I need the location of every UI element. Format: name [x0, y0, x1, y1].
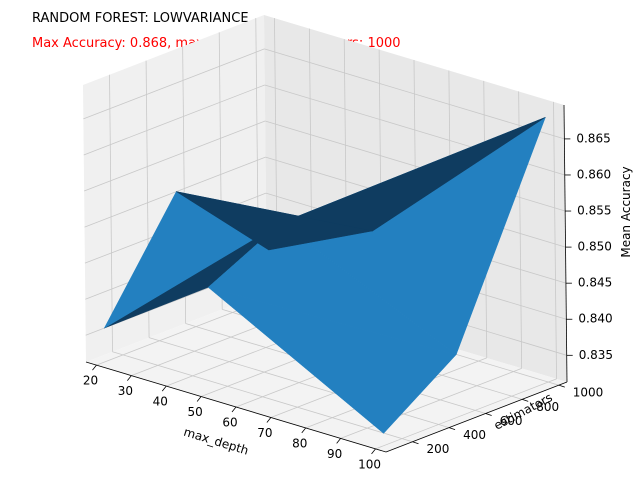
y-tick-label: 600 [500, 414, 523, 428]
grid-line-y-wall [109, 74, 113, 352]
surface [103, 116, 546, 434]
z-axis-line [563, 104, 568, 383]
y-tick-label: 1000 [573, 386, 604, 400]
x-axis-label: max_depth [182, 425, 250, 458]
y-axis: 200 400 600 800 1000 [385, 381, 604, 456]
x-tick [127, 375, 132, 381]
z-tick-label: 0.850 [578, 240, 612, 254]
z-tick-label: 0.840 [578, 312, 612, 326]
surface-facet [176, 191, 373, 251]
z-tick-label: 0.860 [577, 167, 611, 181]
z-tick-label: 0.835 [579, 348, 613, 362]
x-tick [336, 438, 341, 444]
grid-line-z-left [84, 156, 266, 228]
x-tick [301, 427, 307, 434]
grid-line-z-left [83, 84, 265, 156]
y-tick [448, 427, 456, 430]
grid-line-z-left [84, 120, 266, 192]
y-tick [522, 398, 529, 402]
x-tick [161, 385, 167, 392]
x-tick-label: 30 [118, 384, 133, 398]
x-tick [92, 364, 97, 371]
x-tick [196, 396, 202, 402]
x-axis: 20 30 40 50 60 70 80 90 100 [83, 361, 387, 471]
grid-line-x-floor [375, 378, 557, 450]
chart-title: RANDOM FOREST: LOWVARIANCE [32, 11, 249, 26]
z-axis-label: Mean Accuracy [619, 166, 633, 257]
x-tick-label: 100 [358, 457, 381, 471]
grid-line-z-left [83, 48, 265, 120]
y-tick-label: 800 [536, 400, 559, 414]
x-tick-label: 20 [83, 374, 98, 388]
y-tick [412, 441, 419, 445]
axes: 20 30 40 50 60 70 80 90 100 200 400 600 800 1000 0.8… [83, 104, 613, 471]
x-tick-label: 50 [187, 405, 202, 419]
z-axis: 0.835 0.840 0.845 0.850 0.855 0.860 0.865 [563, 104, 613, 383]
y-tick [485, 413, 492, 416]
grid-line-x-wall [553, 101, 557, 379]
y-tick [558, 384, 565, 388]
y-tick-label: 400 [463, 428, 486, 442]
y-axis-line [385, 381, 568, 453]
y-tick-label: 200 [427, 442, 450, 456]
x-tick-label: 70 [257, 426, 272, 440]
z-tick-label: 0.855 [577, 204, 611, 218]
x-tick-label: 60 [222, 416, 237, 430]
z-tick-label: 0.845 [578, 276, 612, 290]
x-tick [266, 417, 272, 423]
z-tick-label: 0.865 [576, 131, 610, 145]
grid-line-y-floor [112, 351, 413, 443]
x-tick [231, 406, 237, 413]
x-tick-label: 90 [327, 447, 342, 461]
grid-line-z-right [264, 48, 565, 140]
x-tick-label: 40 [153, 395, 168, 409]
grid-line-x-floor [340, 368, 522, 439]
x-tick-label: 80 [292, 436, 307, 450]
x-tick [371, 448, 376, 455]
